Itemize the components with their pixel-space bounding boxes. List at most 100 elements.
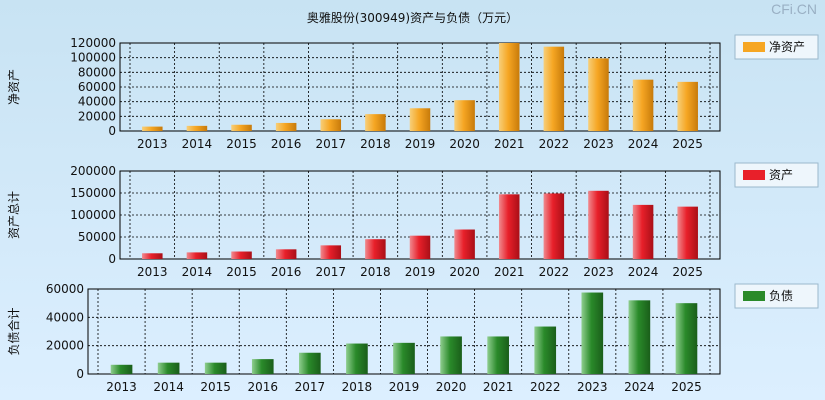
legend-label: 资产 <box>769 168 793 182</box>
bar-2013 <box>142 253 163 259</box>
legend: 资产 <box>734 162 819 188</box>
legend-label: 负债 <box>769 289 793 303</box>
x-tick-label: 2017 <box>295 380 326 394</box>
x-tick-label: 2013 <box>137 137 168 151</box>
bar-2014 <box>186 125 208 131</box>
bar-2019 <box>409 235 431 259</box>
legend-box <box>734 283 819 309</box>
x-tick-label: 2021 <box>494 265 525 279</box>
y-tick-label: 60000 <box>78 80 116 94</box>
legend-box <box>734 162 819 188</box>
legend: 净资产 <box>734 34 819 60</box>
x-tick-label: 2025 <box>672 265 703 279</box>
x-tick-label: 2016 <box>271 265 302 279</box>
x-tick-label: 2022 <box>539 265 570 279</box>
bar-2020 <box>454 100 475 131</box>
legend: 负债 <box>734 283 819 309</box>
bar-2025 <box>677 206 698 259</box>
y-tick-label: 20000 <box>78 109 116 123</box>
x-tick-label: 2013 <box>106 380 137 394</box>
watermark: CFi.CN <box>771 1 817 17</box>
x-tick-label: 2017 <box>315 137 346 151</box>
x-tick-label: 2022 <box>530 380 561 394</box>
x-tick-label: 2019 <box>405 265 436 279</box>
chart-panel-3: 0 20000 40000 60000 2013 2014 2015 2016 2017 2018… <box>6 282 819 394</box>
y-axis-label: 负债合计 <box>6 307 21 355</box>
bar-2015 <box>204 362 227 374</box>
y-axis-label: 资产总计 <box>7 191 21 239</box>
y-tick-label: 0 <box>108 252 116 266</box>
bar-2020 <box>454 229 475 259</box>
y-tick-label: 100000 <box>70 208 116 222</box>
bar-2021 <box>498 194 520 259</box>
x-tick-label: 2019 <box>389 380 420 394</box>
y-tick-label: 40000 <box>78 95 116 109</box>
legend-label: 净资产 <box>769 40 805 54</box>
y-tick-label: 150000 <box>70 186 116 200</box>
bar-2023 <box>581 292 604 374</box>
bar-2018 <box>365 114 386 131</box>
bar-2016 <box>275 122 297 131</box>
legend-swatch <box>743 170 765 180</box>
x-tick-label: 2020 <box>449 265 480 279</box>
bar-2021 <box>498 43 520 131</box>
x-tick-label: 2015 <box>226 265 257 279</box>
y-tick-label: 60000 <box>46 282 84 296</box>
y-tick-label: 200000 <box>70 164 116 178</box>
bar-2014 <box>186 252 208 259</box>
x-tick-label: 2018 <box>360 265 391 279</box>
y-axis-label: 净资产 <box>7 69 21 105</box>
bar-2018 <box>346 343 368 374</box>
x-tick-label: 2024 <box>628 137 659 151</box>
chart-panel-2: 0 50000 100000 150000 200000 2013 2014 2015 2016… <box>7 162 819 279</box>
x-tick-label: 2017 <box>315 265 346 279</box>
x-tick-label: 2014 <box>182 137 213 151</box>
y-tick-label: 20000 <box>46 339 84 353</box>
bar-2019 <box>409 108 431 131</box>
y-tick-label: 0 <box>108 124 116 138</box>
x-tick-label: 2013 <box>137 265 168 279</box>
bar-2019 <box>393 342 415 374</box>
y-tick-label: 120000 <box>70 36 116 50</box>
x-tick-label: 2018 <box>342 380 373 394</box>
y-tick-label: 80000 <box>78 65 116 79</box>
bar-2025 <box>677 81 698 131</box>
bar-2025 <box>675 303 698 374</box>
y-tick-label: 0 <box>76 367 84 381</box>
x-tick-label: 2015 <box>226 137 257 151</box>
bar-2018 <box>365 239 386 259</box>
bar-2015 <box>231 124 252 131</box>
x-tick-label: 2020 <box>449 137 480 151</box>
x-tick-label: 2016 <box>247 380 278 394</box>
x-tick-label: 2020 <box>436 380 467 394</box>
bar-2022 <box>534 326 557 374</box>
bar-2024 <box>628 300 651 374</box>
x-tick-label: 2023 <box>577 380 608 394</box>
bar-2022 <box>543 193 565 259</box>
bar-2016 <box>251 359 274 374</box>
x-tick-label: 2022 <box>539 137 570 151</box>
chart-title: 奥雅股份(300949)资产与负债（万元） <box>306 11 519 25</box>
bar-2022 <box>543 46 565 131</box>
bar-2024 <box>632 79 654 131</box>
y-tick-label: 100000 <box>70 51 116 65</box>
x-tick-label: 2024 <box>628 265 659 279</box>
x-tick-label: 2025 <box>672 137 703 151</box>
legend-swatch <box>743 291 765 301</box>
legend-swatch <box>743 42 765 52</box>
bar-2023 <box>588 190 609 259</box>
x-tick-label: 2025 <box>671 380 702 394</box>
bar-2013 <box>142 126 163 131</box>
bar-2017 <box>320 119 342 131</box>
bar-2017 <box>320 245 342 259</box>
x-tick-label: 2014 <box>153 380 184 394</box>
x-tick-label: 2024 <box>624 380 655 394</box>
y-tick-label: 40000 <box>46 310 84 324</box>
bar-2014 <box>157 362 180 374</box>
bar-2021 <box>487 336 509 374</box>
x-tick-label: 2019 <box>405 137 436 151</box>
bar-2020 <box>440 336 462 374</box>
x-tick-label: 2023 <box>583 265 614 279</box>
y-tick-label: 50000 <box>78 230 116 244</box>
